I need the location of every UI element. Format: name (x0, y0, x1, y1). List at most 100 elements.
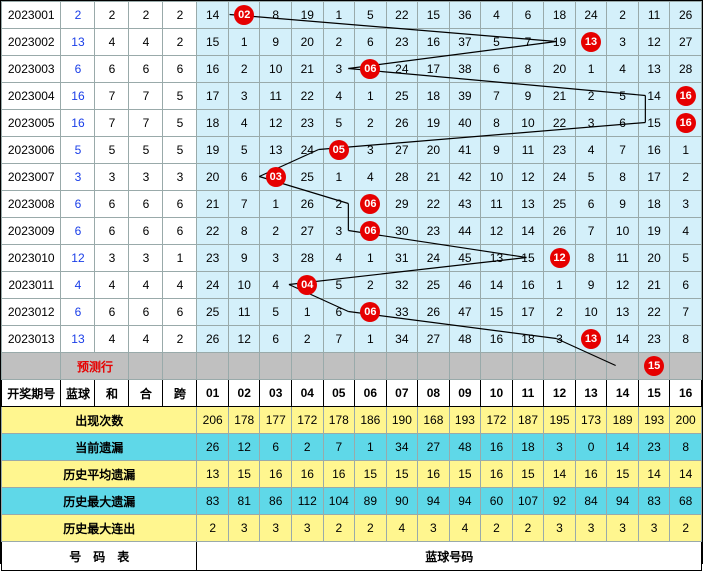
data-table: 2023001222214028191522153646182421126202… (1, 1, 702, 571)
miss-cell: 8 (670, 326, 702, 353)
stat-value: 23 (638, 434, 670, 461)
miss-cell: 5 (228, 137, 260, 164)
hdr-num: 06 (355, 380, 387, 407)
hit-cell: 02 (228, 2, 260, 29)
stat-value: 2 (512, 515, 544, 542)
miss-cell: 16 (418, 29, 450, 56)
ball-icon: 06 (360, 221, 380, 241)
he-cell: 2 (129, 2, 163, 29)
sum-cell: 4 (95, 29, 129, 56)
stat-value: 172 (481, 407, 513, 434)
stat-value: 14 (638, 461, 670, 488)
miss-cell: 10 (228, 272, 260, 299)
miss-cell: 15 (197, 29, 229, 56)
ball-icon: 13 (581, 32, 601, 52)
stat-value: 112 (292, 488, 324, 515)
stat-label: 历史最大连出 (2, 515, 197, 542)
miss-cell: 1 (228, 29, 260, 56)
sum-cell: 2 (95, 2, 129, 29)
miss-cell: 19 (197, 137, 229, 164)
stat-value: 3 (260, 515, 292, 542)
miss-cell: 18 (638, 191, 670, 218)
miss-cell: 46 (449, 272, 481, 299)
stat-value: 15 (512, 461, 544, 488)
miss-cell: 17 (418, 56, 450, 83)
stat-value: 16 (575, 461, 607, 488)
miss-cell: 43 (449, 191, 481, 218)
sum-cell: 7 (95, 83, 129, 110)
miss-cell: 8 (260, 2, 292, 29)
stat-value: 186 (355, 407, 387, 434)
blue-value: 6 (61, 218, 95, 245)
predict-pad (129, 353, 163, 380)
blue-value: 6 (61, 191, 95, 218)
he-cell: 3 (129, 245, 163, 272)
miss-cell: 22 (638, 299, 670, 326)
hdr-num: 04 (292, 380, 324, 407)
miss-cell: 20 (292, 29, 324, 56)
miss-cell: 30 (386, 218, 418, 245)
stat-value: 18 (512, 434, 544, 461)
hdr-num: 01 (197, 380, 229, 407)
miss-cell: 19 (292, 2, 324, 29)
sum-cell: 4 (95, 272, 129, 299)
blue-value: 16 (61, 110, 95, 137)
miss-cell: 1 (355, 83, 387, 110)
stat-value: 14 (607, 434, 639, 461)
miss-cell: 5 (575, 164, 607, 191)
miss-cell: 6 (670, 272, 702, 299)
stat-value: 6 (260, 434, 292, 461)
period-cell: 2023012 (2, 299, 61, 326)
ball-icon: 12 (550, 248, 570, 268)
stat-value: 15 (355, 461, 387, 488)
blue-value: 12 (61, 245, 95, 272)
stat-value: 189 (607, 407, 639, 434)
sum-cell: 6 (95, 56, 129, 83)
hit-cell: 16 (670, 83, 702, 110)
miss-cell: 47 (449, 299, 481, 326)
miss-cell: 6 (607, 110, 639, 137)
span-cell: 6 (163, 299, 197, 326)
miss-cell: 2 (355, 110, 387, 137)
miss-cell: 36 (449, 2, 481, 29)
miss-cell: 18 (197, 110, 229, 137)
he-cell: 7 (129, 83, 163, 110)
miss-cell: 5 (260, 299, 292, 326)
miss-cell: 6 (512, 2, 544, 29)
miss-cell: 15 (512, 245, 544, 272)
he-cell: 6 (129, 191, 163, 218)
miss-cell: 24 (197, 272, 229, 299)
blue-value: 5 (61, 137, 95, 164)
span-cell: 5 (163, 137, 197, 164)
miss-cell: 27 (418, 326, 450, 353)
blue-value: 6 (61, 299, 95, 326)
miss-cell: 7 (670, 299, 702, 326)
miss-cell: 14 (512, 218, 544, 245)
miss-cell: 24 (292, 137, 324, 164)
miss-cell: 23 (418, 218, 450, 245)
miss-cell: 3 (575, 110, 607, 137)
hdr-span: 跨 (163, 380, 197, 407)
ball-icon: 03 (266, 167, 286, 187)
stat-value: 3 (292, 515, 324, 542)
span-cell: 6 (163, 56, 197, 83)
miss-cell: 26 (386, 110, 418, 137)
miss-cell: 20 (544, 56, 576, 83)
miss-cell: 9 (575, 272, 607, 299)
miss-cell: 10 (481, 164, 513, 191)
stat-value: 193 (638, 407, 670, 434)
miss-cell: 19 (544, 29, 576, 56)
miss-cell: 37 (449, 29, 481, 56)
stat-value: 94 (607, 488, 639, 515)
miss-cell: 2 (607, 2, 639, 29)
miss-cell: 7 (228, 191, 260, 218)
miss-cell: 12 (607, 272, 639, 299)
stat-value: 3 (228, 515, 260, 542)
miss-cell: 17 (197, 83, 229, 110)
he-cell: 7 (129, 110, 163, 137)
miss-cell: 2 (544, 299, 576, 326)
miss-cell: 16 (638, 137, 670, 164)
miss-cell: 1 (355, 326, 387, 353)
hdr-num: 14 (607, 380, 639, 407)
stat-value: 14 (670, 461, 702, 488)
